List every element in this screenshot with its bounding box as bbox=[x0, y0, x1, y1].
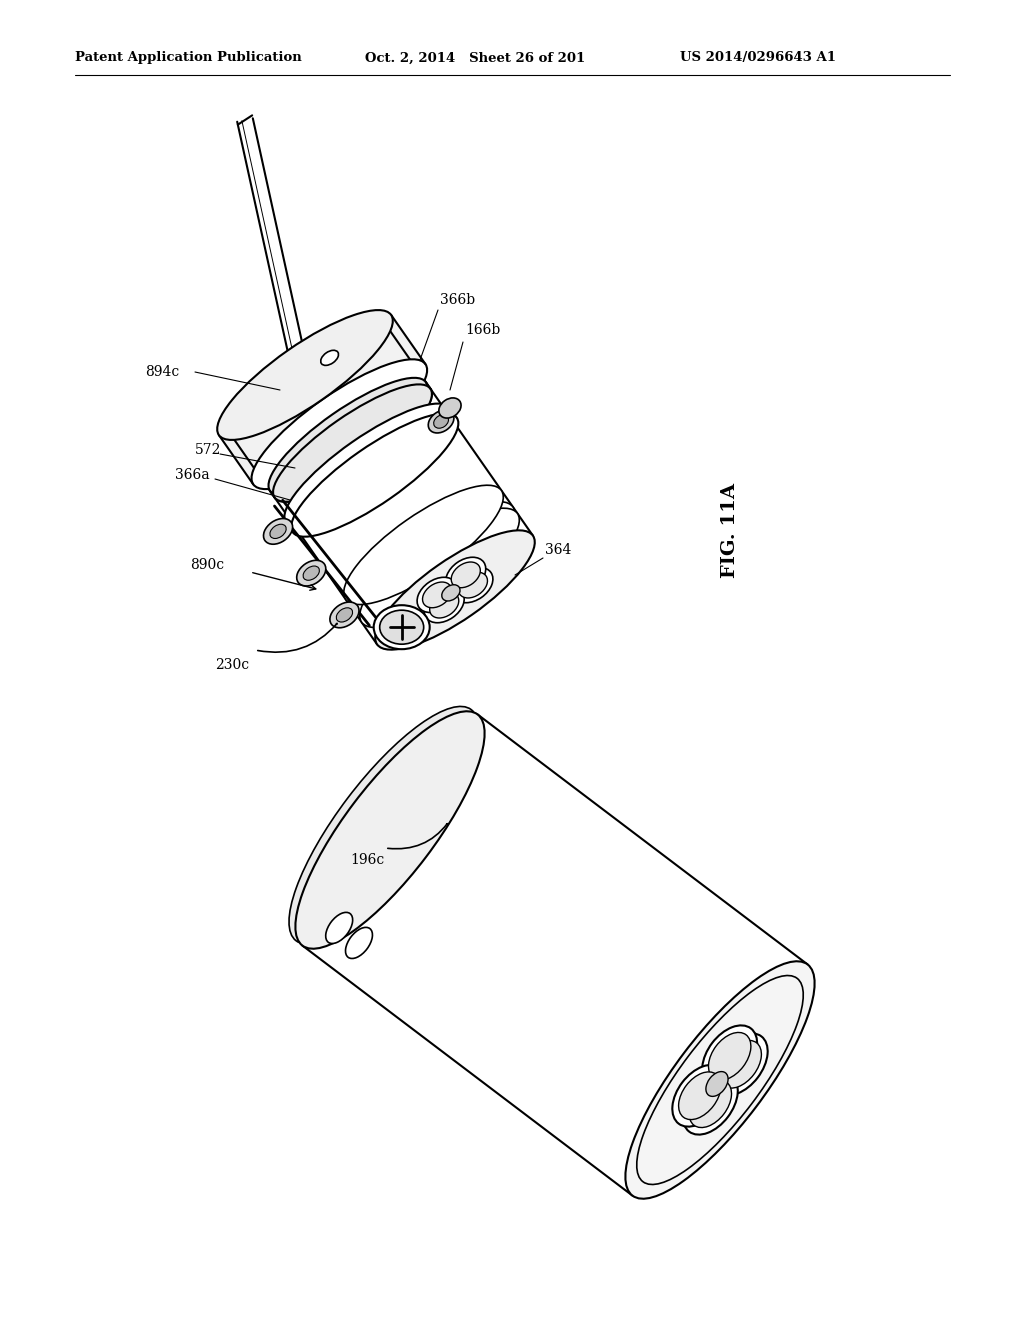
Ellipse shape bbox=[706, 1072, 728, 1097]
Ellipse shape bbox=[285, 404, 452, 527]
Ellipse shape bbox=[626, 961, 815, 1199]
Ellipse shape bbox=[713, 1034, 768, 1096]
Ellipse shape bbox=[268, 378, 427, 495]
Text: 230c: 230c bbox=[215, 657, 249, 672]
Ellipse shape bbox=[374, 605, 430, 649]
Text: Patent Application Publication: Patent Application Publication bbox=[75, 51, 302, 65]
Ellipse shape bbox=[424, 587, 464, 623]
Ellipse shape bbox=[359, 508, 519, 627]
Ellipse shape bbox=[326, 912, 352, 944]
Ellipse shape bbox=[452, 562, 480, 587]
Ellipse shape bbox=[344, 486, 504, 605]
Ellipse shape bbox=[355, 502, 515, 620]
Ellipse shape bbox=[289, 706, 478, 944]
Text: 890c: 890c bbox=[190, 558, 224, 572]
Ellipse shape bbox=[297, 560, 326, 586]
Ellipse shape bbox=[459, 573, 487, 598]
Ellipse shape bbox=[445, 557, 485, 593]
Ellipse shape bbox=[345, 928, 373, 958]
Text: FIG. 11A: FIG. 11A bbox=[721, 483, 739, 578]
Ellipse shape bbox=[430, 593, 459, 618]
Ellipse shape bbox=[423, 582, 452, 607]
Ellipse shape bbox=[263, 519, 293, 544]
Ellipse shape bbox=[303, 566, 319, 581]
Ellipse shape bbox=[295, 711, 484, 949]
FancyArrowPatch shape bbox=[388, 824, 447, 849]
Ellipse shape bbox=[321, 350, 339, 366]
Ellipse shape bbox=[702, 1026, 757, 1088]
Ellipse shape bbox=[439, 397, 461, 418]
Text: 572: 572 bbox=[195, 444, 221, 457]
Ellipse shape bbox=[673, 1065, 727, 1127]
Ellipse shape bbox=[380, 610, 424, 644]
Ellipse shape bbox=[709, 1032, 751, 1080]
Ellipse shape bbox=[330, 602, 359, 628]
Text: 364: 364 bbox=[545, 543, 571, 557]
Ellipse shape bbox=[375, 531, 535, 649]
Ellipse shape bbox=[273, 384, 432, 502]
Ellipse shape bbox=[434, 414, 449, 428]
Ellipse shape bbox=[252, 359, 427, 490]
Ellipse shape bbox=[270, 524, 286, 539]
Ellipse shape bbox=[273, 384, 432, 502]
Ellipse shape bbox=[291, 413, 459, 537]
Polygon shape bbox=[227, 321, 532, 644]
Polygon shape bbox=[219, 315, 425, 484]
Ellipse shape bbox=[417, 577, 457, 612]
Text: 366a: 366a bbox=[175, 469, 210, 482]
Ellipse shape bbox=[428, 411, 454, 433]
Text: 196c: 196c bbox=[350, 853, 384, 867]
Ellipse shape bbox=[217, 310, 393, 440]
Text: Oct. 2, 2014   Sheet 26 of 201: Oct. 2, 2014 Sheet 26 of 201 bbox=[365, 51, 586, 65]
Text: 366b: 366b bbox=[440, 293, 475, 308]
Ellipse shape bbox=[683, 1073, 737, 1135]
Ellipse shape bbox=[689, 1080, 731, 1127]
Ellipse shape bbox=[336, 607, 352, 622]
Polygon shape bbox=[302, 714, 808, 1196]
Text: 166b: 166b bbox=[465, 323, 501, 337]
Text: US 2014/0296643 A1: US 2014/0296643 A1 bbox=[680, 51, 836, 65]
Ellipse shape bbox=[441, 585, 460, 601]
Text: 894c: 894c bbox=[145, 366, 179, 379]
Ellipse shape bbox=[679, 1072, 721, 1119]
Ellipse shape bbox=[719, 1040, 762, 1088]
Ellipse shape bbox=[453, 568, 493, 603]
FancyArrowPatch shape bbox=[258, 623, 337, 652]
